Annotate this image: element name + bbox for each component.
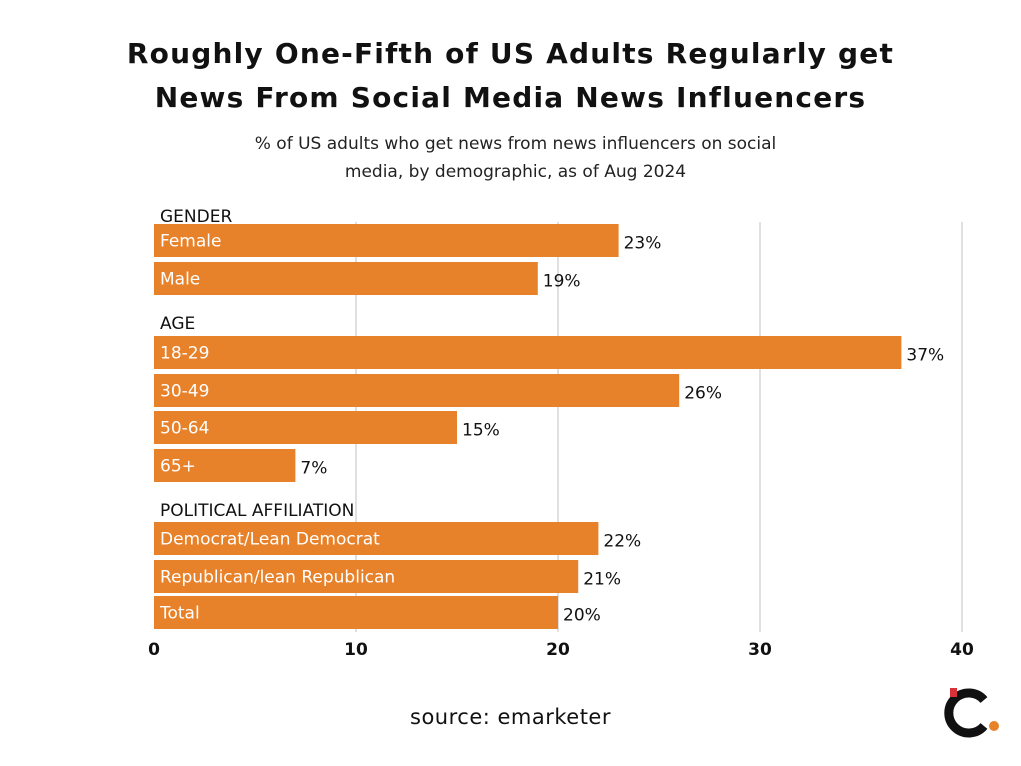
group-label: AGE — [160, 314, 195, 334]
bar-value-label: 26% — [684, 384, 722, 404]
bar-value-label: 20% — [563, 606, 601, 626]
bar — [154, 449, 296, 482]
chart-subtitle: % of US adults who get news from news in… — [0, 130, 1021, 186]
x-tick-label: 40 — [950, 640, 974, 660]
chart-title-line-1: Roughly One-Fifth of US Adults Regularly… — [126, 37, 895, 70]
chart-subtitle-line-1: % of US adults who get news from news in… — [254, 134, 777, 154]
bar-category-label: Total — [159, 604, 200, 624]
logo-orange-dot — [989, 721, 999, 731]
chart-title-line-2: News From Social Media News Influencers — [154, 81, 867, 114]
x-tick-label: 0 — [148, 640, 160, 660]
x-tick-label: 20 — [546, 640, 570, 660]
group-label: GENDER — [160, 207, 232, 227]
bar-value-label: 19% — [543, 272, 581, 292]
logo-red-mark — [950, 688, 957, 697]
bar-category-label: Male — [160, 270, 200, 290]
bar-category-label: Republican/lean Republican — [160, 568, 395, 588]
bar-category-label: 50-64 — [160, 419, 209, 439]
bar-value-label: 7% — [300, 459, 327, 479]
logo-arc-shape — [944, 688, 988, 738]
x-tick-label: 10 — [344, 640, 368, 660]
bar — [154, 374, 680, 407]
bar-category-label: 18-29 — [160, 344, 209, 364]
x-tick-label: 30 — [748, 640, 772, 660]
bar-category-label: 65+ — [160, 457, 196, 477]
group-label: POLITICAL AFFILIATION — [160, 501, 354, 521]
source-note: source: emarketer — [410, 705, 611, 729]
bar-value-label: 22% — [603, 532, 641, 552]
bar — [154, 336, 902, 369]
chart-title: Roughly One-Fifth of US Adults Regularly… — [0, 32, 1021, 120]
bar — [154, 560, 579, 593]
bar-category-label: Democrat/Lean Democrat — [160, 530, 380, 550]
bar — [154, 596, 558, 629]
bar-value-label: 15% — [462, 421, 500, 441]
bar-value-label: 37% — [906, 346, 944, 366]
bar-category-label: 30-49 — [160, 382, 209, 402]
bar — [154, 262, 538, 295]
bar — [154, 224, 619, 257]
bar-chart: 0 10 20 30 40 GENDER Female 23% Male 19% AGE 18-29 3… — [148, 207, 974, 660]
brand-logo-icon — [944, 688, 999, 738]
chart-subtitle-line-2: media, by demographic, as of Aug 2024 — [344, 162, 687, 182]
bar-category-label: Female — [160, 232, 221, 252]
bar-value-label: 23% — [624, 234, 662, 254]
bar-value-label: 21% — [583, 570, 621, 590]
bar — [154, 522, 599, 555]
bar — [154, 411, 457, 444]
